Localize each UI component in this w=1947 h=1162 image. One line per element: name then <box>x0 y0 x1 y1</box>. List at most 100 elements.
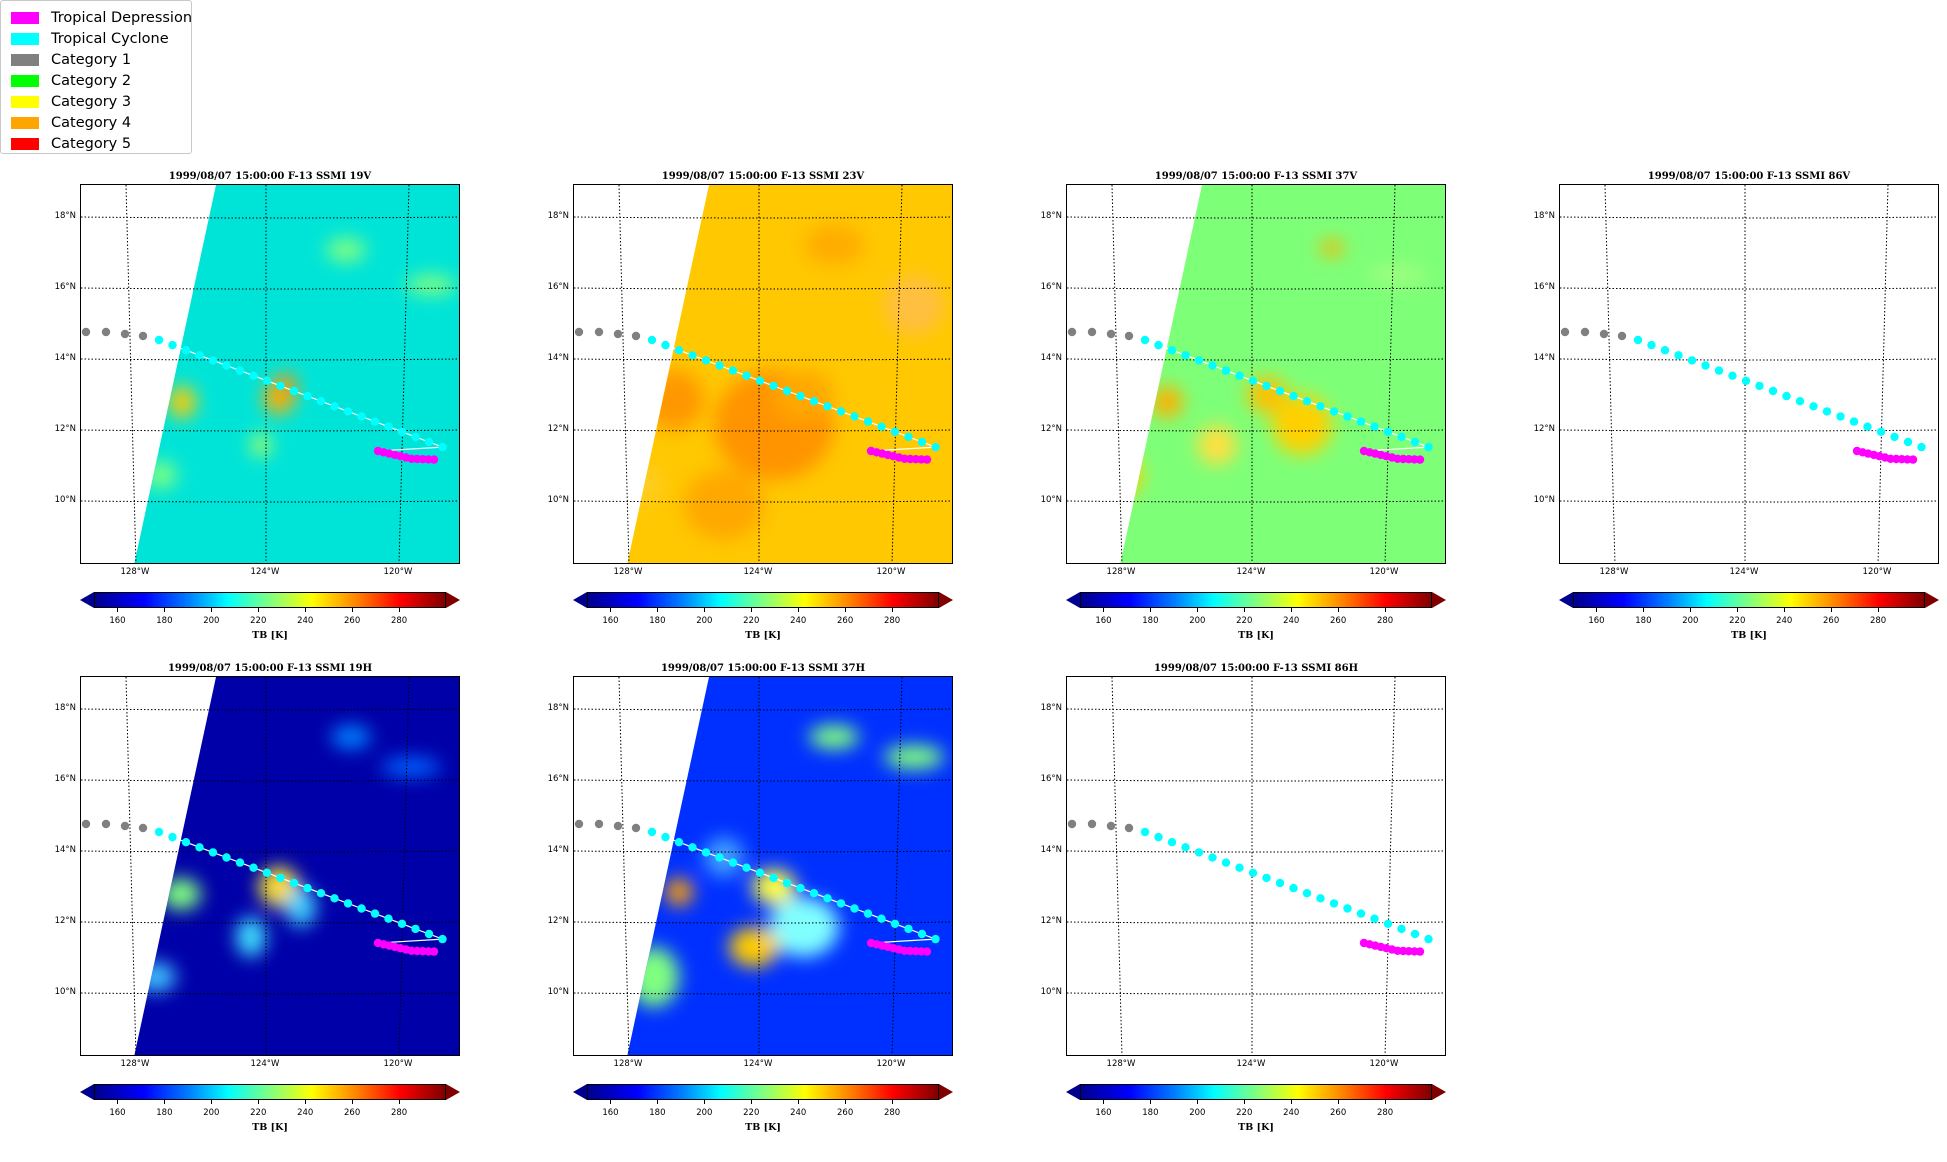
storm-track-point <box>755 868 765 877</box>
storm-track-point <box>370 909 380 918</box>
panel-title: 1999/08/07 15:00:00 F-13 SSMI 19H <box>167 663 373 674</box>
latitude-label: 10°N <box>547 987 569 997</box>
storm-track-point <box>661 832 670 842</box>
legend-label: Tropical Depression <box>51 9 193 26</box>
latitude-gridline <box>574 921 952 924</box>
storm-track-point <box>330 402 339 411</box>
colorbar-high-extend <box>446 592 460 608</box>
colorbar-tick-mark <box>1338 608 1340 612</box>
legend-item: Category 4 <box>11 112 131 133</box>
colorbar-tick-mark <box>1197 608 1199 612</box>
colorbar-tick-label: 220 <box>1729 616 1746 626</box>
storm-track-point <box>429 455 439 464</box>
storm-track-point <box>1140 827 1150 837</box>
longitude-gridline <box>891 677 903 1055</box>
storm-track-point <box>154 827 164 837</box>
colorbar-tick-mark <box>1385 1100 1387 1104</box>
colorbar-high-extend <box>1432 1084 1446 1100</box>
colorbar-label: TB [K] <box>252 1122 288 1133</box>
storm-track-point <box>1302 397 1312 406</box>
colorbar-tick-mark <box>1103 608 1105 612</box>
storm-track-point <box>1248 868 1258 877</box>
longitude-gridline <box>1111 185 1123 563</box>
colorbar-tick-mark <box>751 608 753 612</box>
colorbar-tick-mark <box>1338 1100 1340 1104</box>
colorbar-tick-mark <box>1291 608 1293 612</box>
colorbar-label: TB [K] <box>252 630 288 641</box>
storm-track-point <box>1124 331 1134 341</box>
colorbar-tick-mark <box>704 1100 706 1104</box>
storm-track-point <box>1289 391 1298 401</box>
latitude-label: 16°N <box>54 774 76 784</box>
colorbar-tick-mark <box>610 608 612 612</box>
legend-item: Tropical Depression <box>11 7 192 28</box>
colorbar-tick-mark <box>211 1100 213 1104</box>
latitude-label: 12°N <box>1533 424 1555 434</box>
colorbar-tick-label: 160 <box>109 1108 126 1118</box>
colorbar-tick-label: 240 <box>297 1108 314 1118</box>
storm-track-point <box>303 391 312 401</box>
latitude-gridline <box>1560 216 1938 219</box>
legend-swatch <box>11 32 39 45</box>
latitude-label: 10°N <box>1040 495 1062 505</box>
storm-track-point <box>1235 371 1244 380</box>
latitude-label: 12°N <box>1040 916 1062 926</box>
storm-track-point <box>647 827 657 837</box>
latitude-gridline <box>81 850 459 853</box>
colorbar-low-extend <box>1559 592 1573 608</box>
latitude-label: 16°N <box>547 282 569 292</box>
latitude-label: 12°N <box>54 424 76 434</box>
storm-track-point <box>904 432 913 442</box>
storm-track-point <box>769 873 778 883</box>
colorbar-tick-mark <box>305 608 307 612</box>
colorbar-tick-label: 260 <box>344 1108 361 1118</box>
latitude-gridline <box>574 216 952 219</box>
colorbar-tick-mark <box>164 608 166 612</box>
latitude-label: 18°N <box>54 703 76 713</box>
latitude-gridline <box>81 992 459 995</box>
colorbar-tick-label: 280 <box>883 616 901 626</box>
storm-track-point <box>836 899 846 908</box>
longitude-gridline <box>1384 677 1396 1055</box>
latitude-label: 10°N <box>1040 987 1062 997</box>
latitude-gridline <box>1067 429 1445 432</box>
colorbar-high-extend <box>446 1084 460 1100</box>
colorbar-tick-mark <box>1150 608 1152 612</box>
brightness-temperature-field <box>1120 185 1445 563</box>
colorbar-tick-label: 200 <box>203 1108 220 1118</box>
legend-label: Category 5 <box>51 135 132 152</box>
longitude-gridline <box>891 185 903 563</box>
storm-track-point <box>674 346 684 355</box>
storm-track-point <box>1154 832 1163 842</box>
storm-track-point <box>1221 366 1231 375</box>
colorbar-tick-label: 180 <box>1142 1108 1159 1118</box>
latitude-gridline <box>1067 992 1445 995</box>
latitude-gridline <box>1067 850 1445 853</box>
storm-track-point <box>438 442 447 452</box>
latitude-label: 18°N <box>547 211 569 221</box>
storm-track-point <box>917 437 927 447</box>
latitude-label: 16°N <box>54 282 76 292</box>
storm-track-point <box>1415 947 1425 956</box>
colorbar-tick-label: 220 <box>743 1108 760 1118</box>
storm-track-point <box>81 327 91 337</box>
storm-track-point <box>235 858 245 867</box>
storm-track-point <box>168 340 177 350</box>
latitude-label: 16°N <box>1533 282 1555 292</box>
colorbar-tick-mark <box>610 1100 612 1104</box>
latitude-label: 10°N <box>547 495 569 505</box>
colorbar-tick-label: 260 <box>837 1108 854 1118</box>
colorbar-tick-mark <box>305 1100 307 1104</box>
longitude-label: 124°W <box>1236 567 1266 577</box>
colorbar-tick-label: 260 <box>1330 1108 1347 1118</box>
latitude-label: 14°N <box>547 845 569 855</box>
storm-track-point <box>208 356 218 365</box>
colorbar-low-extend <box>80 1084 94 1100</box>
panel-title: 1999/08/07 15:00:00 F-13 SSMI 37V <box>1154 171 1358 182</box>
storm-track-point <box>1194 848 1204 857</box>
storm-track-point <box>195 843 204 852</box>
panel-title: 1999/08/07 15:00:00 F-13 SSMI 23V <box>661 171 865 182</box>
storm-track-point <box>154 335 164 345</box>
legend-item: Category 2 <box>11 70 131 91</box>
legend-item: Tropical Cyclone <box>11 28 169 49</box>
